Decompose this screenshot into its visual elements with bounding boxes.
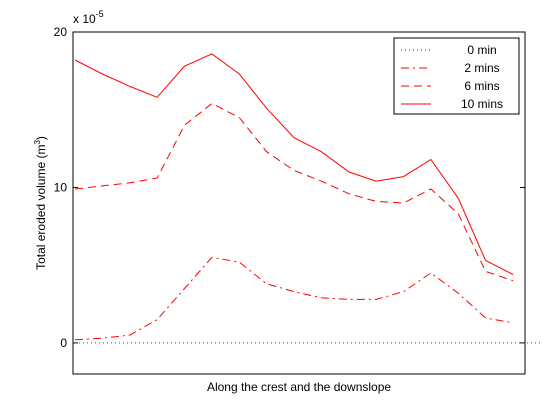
y-tick-label: 20 <box>54 25 68 39</box>
series-line-10-mins <box>74 53 514 275</box>
legend-label: 2 mins <box>464 61 499 75</box>
y-axis-ticks: 0 10 20 <box>54 25 525 350</box>
series-lines <box>74 53 541 344</box>
legend: 0 min 2 mins 6 mins 10 mins <box>393 37 520 115</box>
y-tick-label: 10 <box>54 180 68 194</box>
y-tick-label: 0 <box>60 336 67 350</box>
series-line-2-mins <box>74 256 514 341</box>
y-axis-label: Total eroded volume (m3) <box>33 136 48 270</box>
scale-multiplier: x 10-5 <box>73 9 104 26</box>
series-line-6-mins <box>74 102 514 282</box>
legend-box <box>393 37 520 115</box>
legend-label: 6 mins <box>464 79 499 93</box>
x-axis-label: Along the crest and the downslope <box>207 380 391 394</box>
legend-label: 10 mins <box>461 97 503 111</box>
legend-label: 0 min <box>467 43 496 57</box>
